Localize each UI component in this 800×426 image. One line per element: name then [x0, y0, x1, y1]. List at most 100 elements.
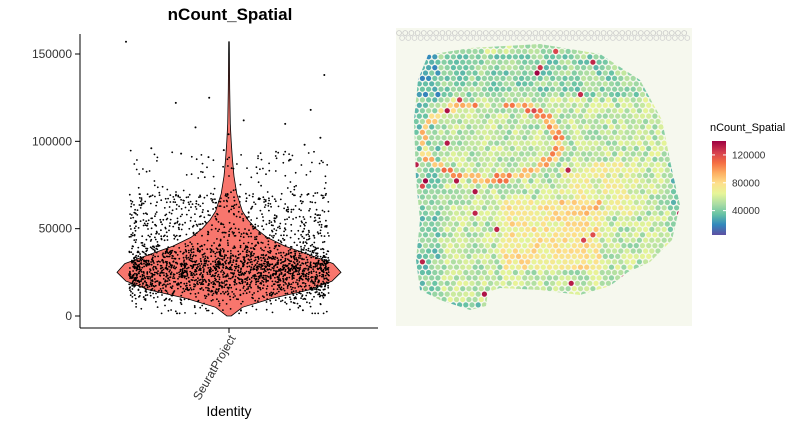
tissue-spot	[453, 264, 460, 270]
data-point	[187, 196, 190, 198]
data-point	[239, 282, 242, 285]
jitter-points	[125, 40, 330, 315]
data-point	[217, 230, 219, 233]
data-point	[264, 235, 267, 238]
tissue-spot	[472, 70, 478, 76]
data-point	[235, 263, 238, 266]
data-point	[225, 303, 228, 305]
tissue-spot	[550, 151, 556, 157]
tissue-spot	[556, 162, 562, 168]
tissue-spot	[500, 54, 506, 60]
data-point	[251, 195, 254, 198]
tissue-spot	[559, 286, 565, 292]
data-point	[326, 272, 328, 275]
data-point	[171, 257, 174, 260]
data-point	[135, 225, 137, 228]
tissue-spot	[543, 140, 550, 146]
data-point	[224, 291, 227, 293]
tissue-spot	[543, 269, 550, 276]
data-point	[312, 245, 315, 248]
tissue-spot	[419, 237, 425, 243]
data-point	[242, 219, 245, 222]
data-point	[207, 214, 210, 216]
tissue-spot	[528, 189, 534, 195]
data-point	[146, 213, 149, 216]
x-axis-title: Identity	[206, 403, 251, 419]
tissue-spot	[537, 226, 543, 232]
data-point	[241, 281, 244, 284]
tissue-spot	[472, 296, 478, 303]
data-point	[152, 254, 155, 256]
tissue-spot	[515, 243, 522, 249]
tissue-spot	[503, 232, 509, 238]
data-point	[145, 170, 148, 173]
data-point	[281, 265, 284, 268]
data-point	[217, 266, 220, 268]
data-point	[154, 255, 157, 258]
tissue-spot	[630, 183, 636, 189]
tissue-spot	[491, 253, 497, 259]
data-point	[280, 251, 282, 254]
data-point	[247, 254, 250, 257]
background-spot	[554, 35, 560, 41]
tissue-spot	[497, 145, 503, 152]
data-point	[317, 281, 320, 284]
data-point	[141, 258, 144, 261]
tissue-spot	[636, 86, 643, 92]
tissue-spot	[615, 135, 621, 141]
data-point	[201, 162, 204, 165]
data-point	[198, 281, 201, 284]
tissue-spot	[639, 156, 646, 162]
data-point	[153, 289, 156, 292]
data-point	[246, 282, 249, 284]
data-point	[220, 249, 222, 252]
data-point	[301, 251, 303, 254]
tissue-spot	[553, 275, 559, 281]
data-point	[245, 192, 247, 195]
tissue-spot	[441, 199, 447, 205]
tissue-spot	[426, 216, 432, 222]
tissue-spot	[491, 264, 497, 270]
tissue-spot	[615, 264, 621, 270]
data-point	[279, 279, 282, 282]
outlier-point	[303, 143, 306, 146]
tissue-spot	[469, 183, 475, 189]
tissue-spot	[615, 253, 621, 259]
data-point	[166, 251, 169, 254]
tissue-spot	[500, 172, 506, 179]
tissue-spot	[429, 145, 435, 152]
tissue-spot	[422, 102, 429, 108]
data-point	[258, 297, 260, 300]
data-point	[299, 225, 302, 227]
data-point	[167, 246, 170, 249]
tissue-spot	[519, 129, 525, 135]
data-point	[241, 300, 244, 303]
tissue-spot	[500, 86, 506, 92]
tissue-spot	[438, 151, 444, 157]
background-spot	[467, 35, 474, 41]
data-point	[132, 216, 135, 219]
outlier-point	[180, 152, 183, 155]
tissue-spot	[612, 172, 618, 179]
tissue-spot	[463, 162, 469, 168]
tissue-spot	[444, 259, 450, 265]
tissue-spot	[577, 286, 584, 292]
tissue-spot	[599, 129, 605, 135]
data-point	[133, 211, 136, 214]
tissue-spot	[593, 248, 599, 254]
data-point	[176, 220, 179, 223]
tissue-spot	[652, 113, 658, 119]
tissue-spot	[419, 259, 425, 265]
data-point	[216, 291, 218, 294]
data-point	[242, 218, 245, 220]
data-point	[166, 292, 169, 294]
data-point	[325, 253, 328, 256]
tissue-spot	[500, 194, 506, 200]
data-point	[283, 227, 286, 230]
background-spot	[662, 30, 669, 36]
tissue-spot	[444, 183, 450, 189]
data-point	[328, 235, 330, 237]
data-point	[250, 276, 253, 279]
data-point	[165, 275, 168, 278]
data-point	[260, 266, 262, 269]
